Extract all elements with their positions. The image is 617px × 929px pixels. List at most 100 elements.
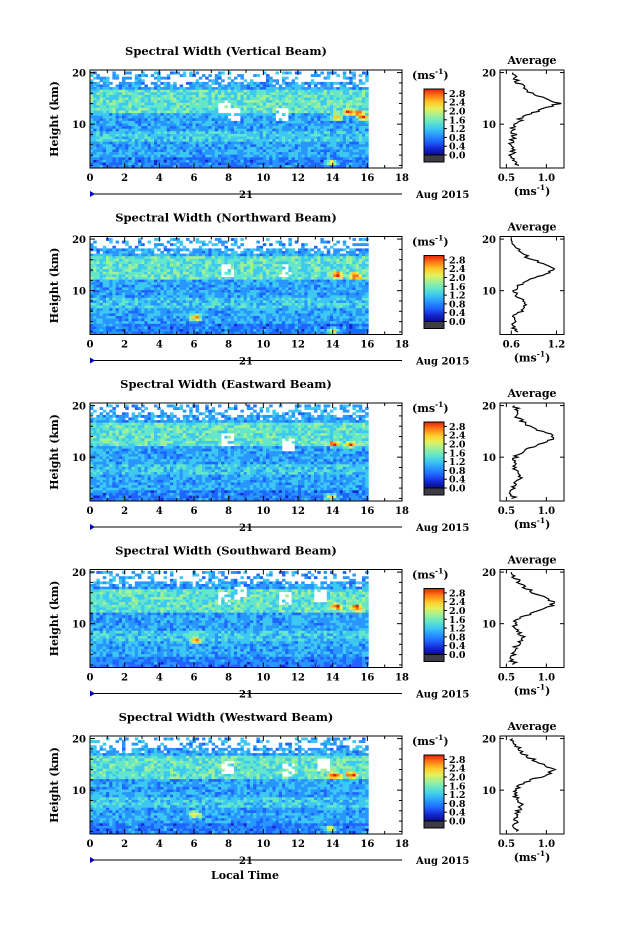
heatmap-cell <box>259 313 264 317</box>
heatmap-cell <box>173 269 177 273</box>
heatmap-cell <box>195 248 200 252</box>
heatmap-cell <box>218 76 222 80</box>
heatmap-cell <box>128 253 132 257</box>
heatmap-cell <box>256 100 260 103</box>
heatmap-cell <box>154 271 158 275</box>
heatmap-cell <box>365 76 369 80</box>
heatmap-cell <box>218 318 222 322</box>
heatmap-cell <box>138 100 142 103</box>
heatmap-cell <box>192 321 196 325</box>
heatmap-cell <box>122 141 126 145</box>
heatmap-cell <box>99 126 104 129</box>
heatmap-cell <box>301 113 305 116</box>
heatmap-cell <box>246 303 251 306</box>
heatmap-cell <box>179 113 184 116</box>
heatmap-cell <box>93 89 97 93</box>
heatmap-cell <box>291 81 296 85</box>
heatmap-cell <box>214 152 219 155</box>
heatmap-cell <box>269 154 273 158</box>
heatmap-cell <box>160 149 164 153</box>
heatmap-cell <box>112 290 116 293</box>
heatmap-cell <box>102 157 107 161</box>
heatmap-cell <box>221 131 225 135</box>
heatmap-cell <box>122 152 126 155</box>
heatmap-cell <box>266 165 270 168</box>
heatmap-cell <box>294 123 299 127</box>
heatmap-cell <box>166 144 171 148</box>
heatmap-cell <box>160 277 164 280</box>
heatmap-cell <box>314 102 318 106</box>
heatmap-cell <box>150 146 155 150</box>
heatmap-cell <box>250 287 254 291</box>
heatmap-cell <box>205 113 209 116</box>
heatmap-cell <box>298 141 302 145</box>
heatmap-cell <box>144 290 148 293</box>
heatmap-cell <box>173 131 177 135</box>
heatmap-cell <box>205 131 209 135</box>
heatmap-cell <box>269 331 273 335</box>
heatmap-cell <box>112 305 116 309</box>
heatmap-cell <box>282 133 286 137</box>
heatmap-cell <box>269 157 273 161</box>
heatmap-cell <box>166 287 171 291</box>
heatmap-cell <box>112 76 116 80</box>
heatmap-cell <box>240 152 244 155</box>
heatmap-cell <box>346 157 350 161</box>
heatmap-cell <box>144 141 148 145</box>
heatmap-cell <box>122 318 126 322</box>
heatmap-cell <box>102 274 107 278</box>
heatmap-cell <box>240 300 244 304</box>
heatmap-cell <box>211 159 216 163</box>
heatmap-cell <box>198 245 203 249</box>
heatmap-cell <box>224 84 228 88</box>
heatmap-cell <box>186 253 190 257</box>
heatmap-cell <box>266 157 270 161</box>
heatmap-cell <box>189 266 193 270</box>
heatmap-cell <box>106 321 110 325</box>
heatmap-cell <box>109 300 113 304</box>
heatmap-cell <box>166 318 171 322</box>
heatmap-cell <box>115 295 120 299</box>
heatmap-cell <box>112 323 116 327</box>
heatmap-cell <box>237 318 241 322</box>
heatmap-cell <box>285 165 289 168</box>
heatmap-cell <box>93 87 97 90</box>
heatmap-cell <box>163 110 168 114</box>
heatmap-cell <box>282 120 286 124</box>
heatmap-cell <box>202 248 206 252</box>
heatmap-cell <box>246 271 251 275</box>
heatmap-cell <box>278 123 283 127</box>
heatmap-cell <box>275 256 280 260</box>
heatmap-cell <box>259 248 264 252</box>
heatmap-cell <box>93 107 97 111</box>
heatmap-cell <box>237 100 241 103</box>
heatmap-cell <box>102 115 107 119</box>
heatmap-cell <box>166 165 171 168</box>
heatmap-cell <box>237 149 241 153</box>
heatmap-cell <box>154 144 158 148</box>
heatmap-cell <box>157 269 161 273</box>
heatmap-cell <box>186 120 190 124</box>
heatmap-cell <box>243 79 248 83</box>
heatmap-cell <box>259 297 264 301</box>
heatmap-cell <box>205 290 209 293</box>
heatmap-cell <box>262 100 267 103</box>
heatmap-cell <box>298 92 302 96</box>
heatmap-cell <box>259 139 264 142</box>
heatmap-cell <box>157 152 161 155</box>
heatmap-cell <box>240 261 244 265</box>
heatmap-cell <box>224 165 228 168</box>
heatmap-cell <box>182 279 187 283</box>
heatmap-cell <box>128 102 132 106</box>
heatmap-cell <box>198 152 203 155</box>
heatmap-cell <box>285 128 289 132</box>
heatmap-cell <box>112 162 116 166</box>
heatmap-cell <box>269 89 273 93</box>
heatmap-cell <box>221 94 225 98</box>
heatmap-cell <box>246 284 251 288</box>
heatmap-cell <box>282 154 286 158</box>
heatmap-cell <box>362 133 366 137</box>
heatmap-cell <box>96 113 100 116</box>
heatmap-cell <box>266 118 270 122</box>
heatmap-cell <box>259 300 264 304</box>
